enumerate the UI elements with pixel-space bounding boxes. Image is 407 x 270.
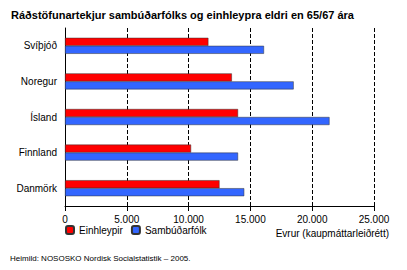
svg-text:Sambúðarfólk: Sambúðarfólk [145, 225, 208, 236]
svg-text:20.000: 20.000 [297, 214, 328, 225]
svg-text:25.000: 25.000 [359, 214, 390, 225]
svg-text:Einhleypir: Einhleypir [79, 225, 124, 236]
svg-text:0: 0 [62, 214, 68, 225]
svg-text:Svíþjóð: Svíþjóð [24, 40, 58, 51]
svg-text:Evrur (kaupmáttarleiðrétt): Evrur (kaupmáttarleiðrétt) [276, 228, 389, 239]
svg-text:Ísland: Ísland [30, 111, 57, 123]
svg-text:15.000: 15.000 [235, 214, 266, 225]
svg-text:Ráðstöfunartekjur sambúðarfólk: Ráðstöfunartekjur sambúðarfólks og einhl… [11, 9, 355, 21]
svg-text:Noregur: Noregur [21, 76, 58, 87]
svg-text:Danmörk: Danmörk [16, 183, 58, 194]
svg-text:Heimild: NOSOSKO Nordisk Socia: Heimild: NOSOSKO Nordisk Socialstatistik… [10, 254, 191, 263]
svg-text:Finnland: Finnland [19, 147, 57, 158]
svg-text:10.000: 10.000 [173, 214, 204, 225]
svg-text:5.000: 5.000 [114, 214, 139, 225]
